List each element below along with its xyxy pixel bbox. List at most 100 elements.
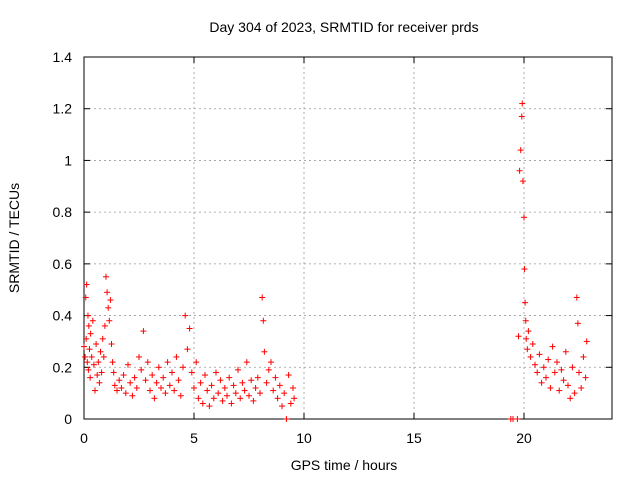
data-point	[173, 353, 180, 360]
data-point	[522, 317, 529, 324]
data-point	[228, 400, 235, 407]
data-point	[543, 374, 549, 381]
data-point	[274, 395, 281, 402]
data-points	[81, 100, 590, 422]
data-point	[272, 374, 279, 381]
data-point	[127, 379, 134, 386]
data-point	[106, 317, 113, 324]
data-point	[202, 372, 208, 379]
data-point	[131, 374, 138, 381]
grid-lines	[84, 57, 612, 419]
data-point	[562, 348, 569, 355]
data-point	[536, 351, 543, 358]
data-point	[96, 379, 103, 386]
data-point	[276, 382, 283, 389]
data-point	[265, 366, 272, 373]
y-axis-label: SRMTID / TECUs	[6, 183, 22, 293]
data-point	[527, 353, 534, 360]
data-point	[151, 395, 158, 402]
data-point	[226, 374, 233, 381]
data-point	[111, 382, 118, 389]
data-point	[215, 390, 222, 397]
data-point	[261, 348, 268, 355]
data-point	[556, 387, 563, 394]
axis-ticks	[83, 56, 612, 420]
data-point	[291, 395, 298, 402]
data-point	[287, 400, 294, 407]
data-point	[95, 359, 102, 366]
y-tick-label-0: 0	[64, 411, 72, 427]
data-point	[213, 369, 219, 376]
data-point	[82, 353, 89, 360]
plot-frame	[83, 56, 613, 420]
data-point	[515, 333, 522, 340]
data-point	[87, 374, 94, 381]
data-point	[149, 372, 156, 379]
x-axis-label: GPS time / hours	[291, 457, 398, 473]
y-tick-label-6: 1.2	[53, 101, 73, 117]
data-point	[230, 382, 237, 389]
data-point	[279, 403, 285, 410]
data-point	[84, 359, 91, 366]
data-point	[199, 400, 206, 407]
data-point	[522, 299, 529, 306]
data-point	[171, 387, 178, 394]
data-point	[519, 100, 526, 107]
x-tick-label-0: 0	[80, 430, 88, 446]
data-point	[85, 322, 92, 329]
data-point	[263, 379, 270, 386]
data-point	[83, 281, 90, 288]
data-point	[85, 366, 92, 373]
data-point	[94, 372, 101, 379]
data-point	[100, 353, 107, 360]
data-point	[243, 359, 250, 366]
data-point	[88, 353, 95, 360]
data-point	[525, 328, 532, 335]
y-tick-label-1: 0.2	[53, 359, 73, 375]
data-point	[104, 289, 111, 296]
data-point	[83, 335, 90, 342]
data-point	[547, 384, 554, 391]
data-point	[175, 377, 182, 384]
data-point	[162, 390, 169, 397]
data-point	[153, 379, 160, 386]
data-point	[268, 359, 274, 366]
data-point	[285, 372, 292, 379]
data-point	[110, 369, 117, 376]
data-point	[84, 312, 91, 319]
data-point	[254, 374, 261, 381]
data-point	[217, 377, 224, 384]
data-point	[534, 369, 541, 376]
data-point	[237, 395, 244, 402]
data-point	[210, 395, 217, 402]
data-point	[521, 266, 528, 273]
y-tick-label-2: 0.4	[53, 308, 73, 324]
data-point	[158, 384, 164, 391]
data-point	[529, 341, 536, 348]
data-point	[250, 397, 257, 404]
data-point	[186, 325, 193, 332]
data-point	[569, 364, 576, 371]
data-point	[180, 364, 186, 371]
data-point	[260, 317, 267, 324]
x-tick-label-2: 10	[296, 430, 312, 446]
data-point	[93, 341, 100, 348]
data-point	[252, 384, 259, 391]
data-point	[573, 294, 580, 301]
data-point	[521, 214, 527, 221]
data-point	[89, 317, 96, 324]
data-point	[103, 273, 109, 280]
data-point	[516, 167, 523, 174]
data-point	[204, 387, 211, 394]
data-point	[532, 361, 538, 368]
data-point	[545, 356, 552, 363]
data-point	[164, 359, 171, 366]
data-point	[118, 384, 125, 391]
data-point	[523, 335, 530, 342]
data-point	[82, 294, 89, 301]
data-point	[290, 384, 296, 391]
data-point	[92, 387, 98, 394]
tick-labels: 0 5 10 15 20 0 0.2 0.4 0.6 0.8 1 1.2 1.4	[53, 49, 532, 446]
data-point	[136, 353, 142, 360]
